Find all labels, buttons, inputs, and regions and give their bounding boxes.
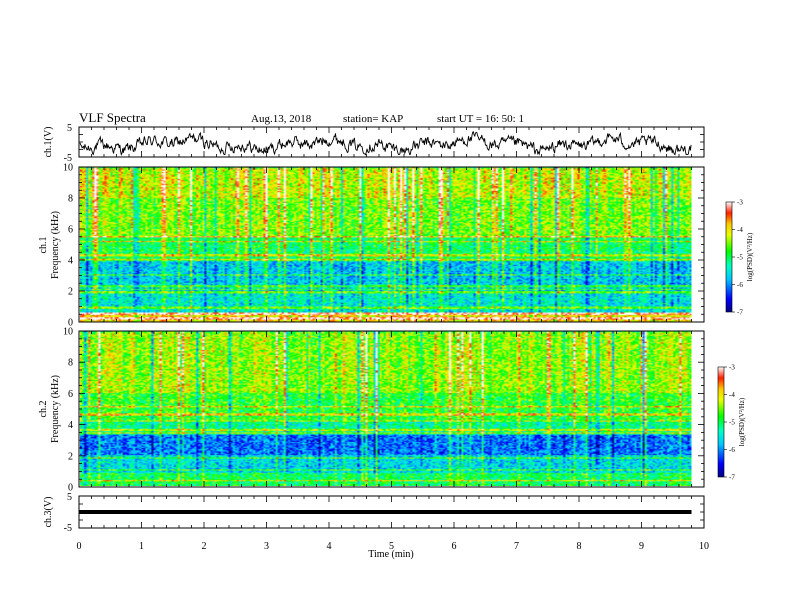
y-tick-label: 6 (68, 389, 73, 400)
x-tick-label: 6 (452, 541, 457, 552)
ch1-spec-ticks (78, 166, 705, 323)
ch1-spec-ylabel-channel: ch.1 (38, 237, 49, 254)
x-tick-label: 10 (699, 541, 709, 552)
x-tick-label: 0 (77, 541, 82, 552)
y-tick-label: 0 (68, 318, 73, 329)
ch1-colorbar: -3 -4 -5 -6 -7 log(PSD)(V²/Hz) (725, 199, 754, 317)
colorbar-tick-label: -6 (729, 446, 735, 454)
colorbar-tick-label: -6 (737, 281, 743, 289)
y-tick-label: 10 (63, 327, 73, 338)
ch2-colorbar-ticks: -3 -4 -5 -6 -7 (724, 364, 735, 482)
colorbar-tick-label: -7 (729, 474, 735, 482)
x-tick-label: 2 (202, 541, 207, 552)
colorbar-tick-label: -4 (737, 226, 743, 234)
ch2-colorbar-label: log(PSD)(V²/Hz) (738, 397, 746, 446)
colorbar-tick-label: -3 (729, 364, 735, 372)
ch2-spectrogram-image (80, 331, 692, 486)
ch1-spectrogram-image (80, 167, 692, 322)
ch3-level-panel: 5 -5 ch.3(V) 0 1 2 3 4 5 6 7 8 9 10 Time (min) (43, 492, 709, 560)
ch1-spec-ytick-labels: 0 2 4 6 8 10 (63, 163, 73, 329)
ch1-ylabel: ch.1(V) (43, 127, 54, 158)
ch3-ytick-bottom: -5 (64, 523, 72, 534)
x-tick-label: 9 (639, 541, 644, 552)
y-tick-label: 0 (68, 483, 73, 494)
ch3-ticks (78, 495, 705, 529)
ch2-colorbar-ramp (717, 366, 725, 478)
ch1-colorbar-label: log(PSD)(V²/Hz) (746, 232, 754, 281)
colorbar-tick-label: -5 (729, 419, 735, 427)
time-axis-tick-labels: 0 1 2 3 4 5 6 7 8 9 10 (77, 541, 710, 552)
colorbar-tick-label: -5 (737, 254, 743, 262)
colorbar-tick-label: -7 (737, 309, 743, 317)
ch1-ytick-top: 5 (67, 123, 72, 134)
ch2-colorbar: -3 -4 -5 -6 -7 log(PSD)(V²/Hz) (717, 364, 746, 482)
start-time-label: start UT = 16: 50: 1 (437, 113, 524, 125)
station-label: station= KAP (343, 113, 403, 125)
x-tick-label: 3 (264, 541, 269, 552)
figure-title: VLF Spectra (79, 110, 146, 125)
ch2-spec-ytick-labels: 0 2 4 6 8 10 (63, 327, 73, 494)
y-tick-label: 2 (68, 287, 73, 298)
x-tick-label: 7 (514, 541, 519, 552)
ch1-spec-ylabel-freq: Frequency (kHz) (50, 211, 61, 279)
x-tick-label: 1 (139, 541, 144, 552)
y-tick-label: 2 (68, 451, 73, 462)
colorbar-tick-label: -4 (729, 391, 735, 399)
y-tick-label: 4 (68, 420, 73, 431)
ch3-ylabel: ch.3(V) (43, 497, 54, 528)
ch1-colorbar-ramp (725, 201, 733, 313)
colorbar-tick-label: -3 (737, 199, 743, 207)
ch1-ticks (78, 126, 705, 158)
ch1-waveform-line (79, 131, 692, 156)
y-tick-label: 8 (68, 358, 73, 369)
ch1-ytick-bottom: -5 (64, 153, 72, 164)
y-tick-label: 4 (68, 256, 73, 267)
ch2-spec-ylabel-channel: ch.2 (38, 401, 49, 418)
ch2-spec-ylabel-freq: Frequency (kHz) (50, 375, 61, 443)
y-tick-label: 8 (68, 194, 73, 205)
ch3-ytick-top: 5 (67, 492, 72, 503)
time-axis-label: Time (min) (368, 549, 413, 560)
ch2-spectrogram-panel: 0 2 4 6 8 10 ch.2 Frequency (kHz) (38, 327, 705, 494)
x-tick-label: 5 (389, 541, 394, 552)
ch1-waveform-panel: 5 -5 ch.1(V) (43, 123, 705, 164)
date-label: Aug.13, 2018 (251, 113, 312, 125)
ch1-colorbar-ticks: -3 -4 -5 -6 -7 (732, 199, 743, 317)
ch2-spec-ticks (78, 330, 705, 488)
y-tick-label: 6 (68, 225, 73, 236)
x-tick-label: 4 (327, 541, 332, 552)
ch1-spectrogram-panel: 0 2 4 6 8 10 ch.1 Frequency (kHz) (38, 163, 705, 329)
x-tick-label: 8 (577, 541, 582, 552)
y-tick-label: 10 (63, 163, 73, 174)
